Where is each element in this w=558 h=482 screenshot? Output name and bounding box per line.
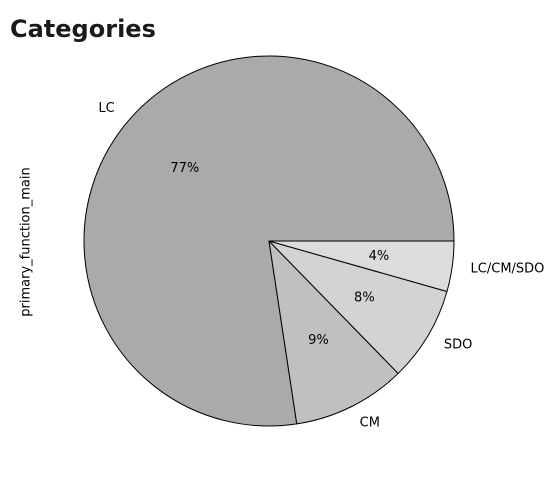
pie-category-label-lc: LC [98,101,114,116]
pie-slices [83,55,455,427]
chart-title: Categories [10,15,156,43]
pie-category-label-sdo: SDO [444,338,473,353]
pie-pct-label-cm: 9% [308,333,329,348]
pie-category-label-lc-cm-sdo: LC/CM/SDO [471,262,545,277]
pie-labels: 77% LC 9% CM 8% SDO 4% LC/CM/SDO [98,101,544,431]
pie-pct-label-sdo: 8% [354,290,375,305]
y-axis-label: primary_function_main [19,167,34,316]
pie-slice-sdo [268,240,448,374]
pie-pct-label-lc: 77% [170,161,199,176]
pie-slice-cm [268,240,399,425]
pie-category-label-cm: CM [360,416,380,431]
pie-pct-label-lc-cm-sdo: 4% [369,249,390,264]
pie-slice-lc-cm-sdo [268,240,455,292]
